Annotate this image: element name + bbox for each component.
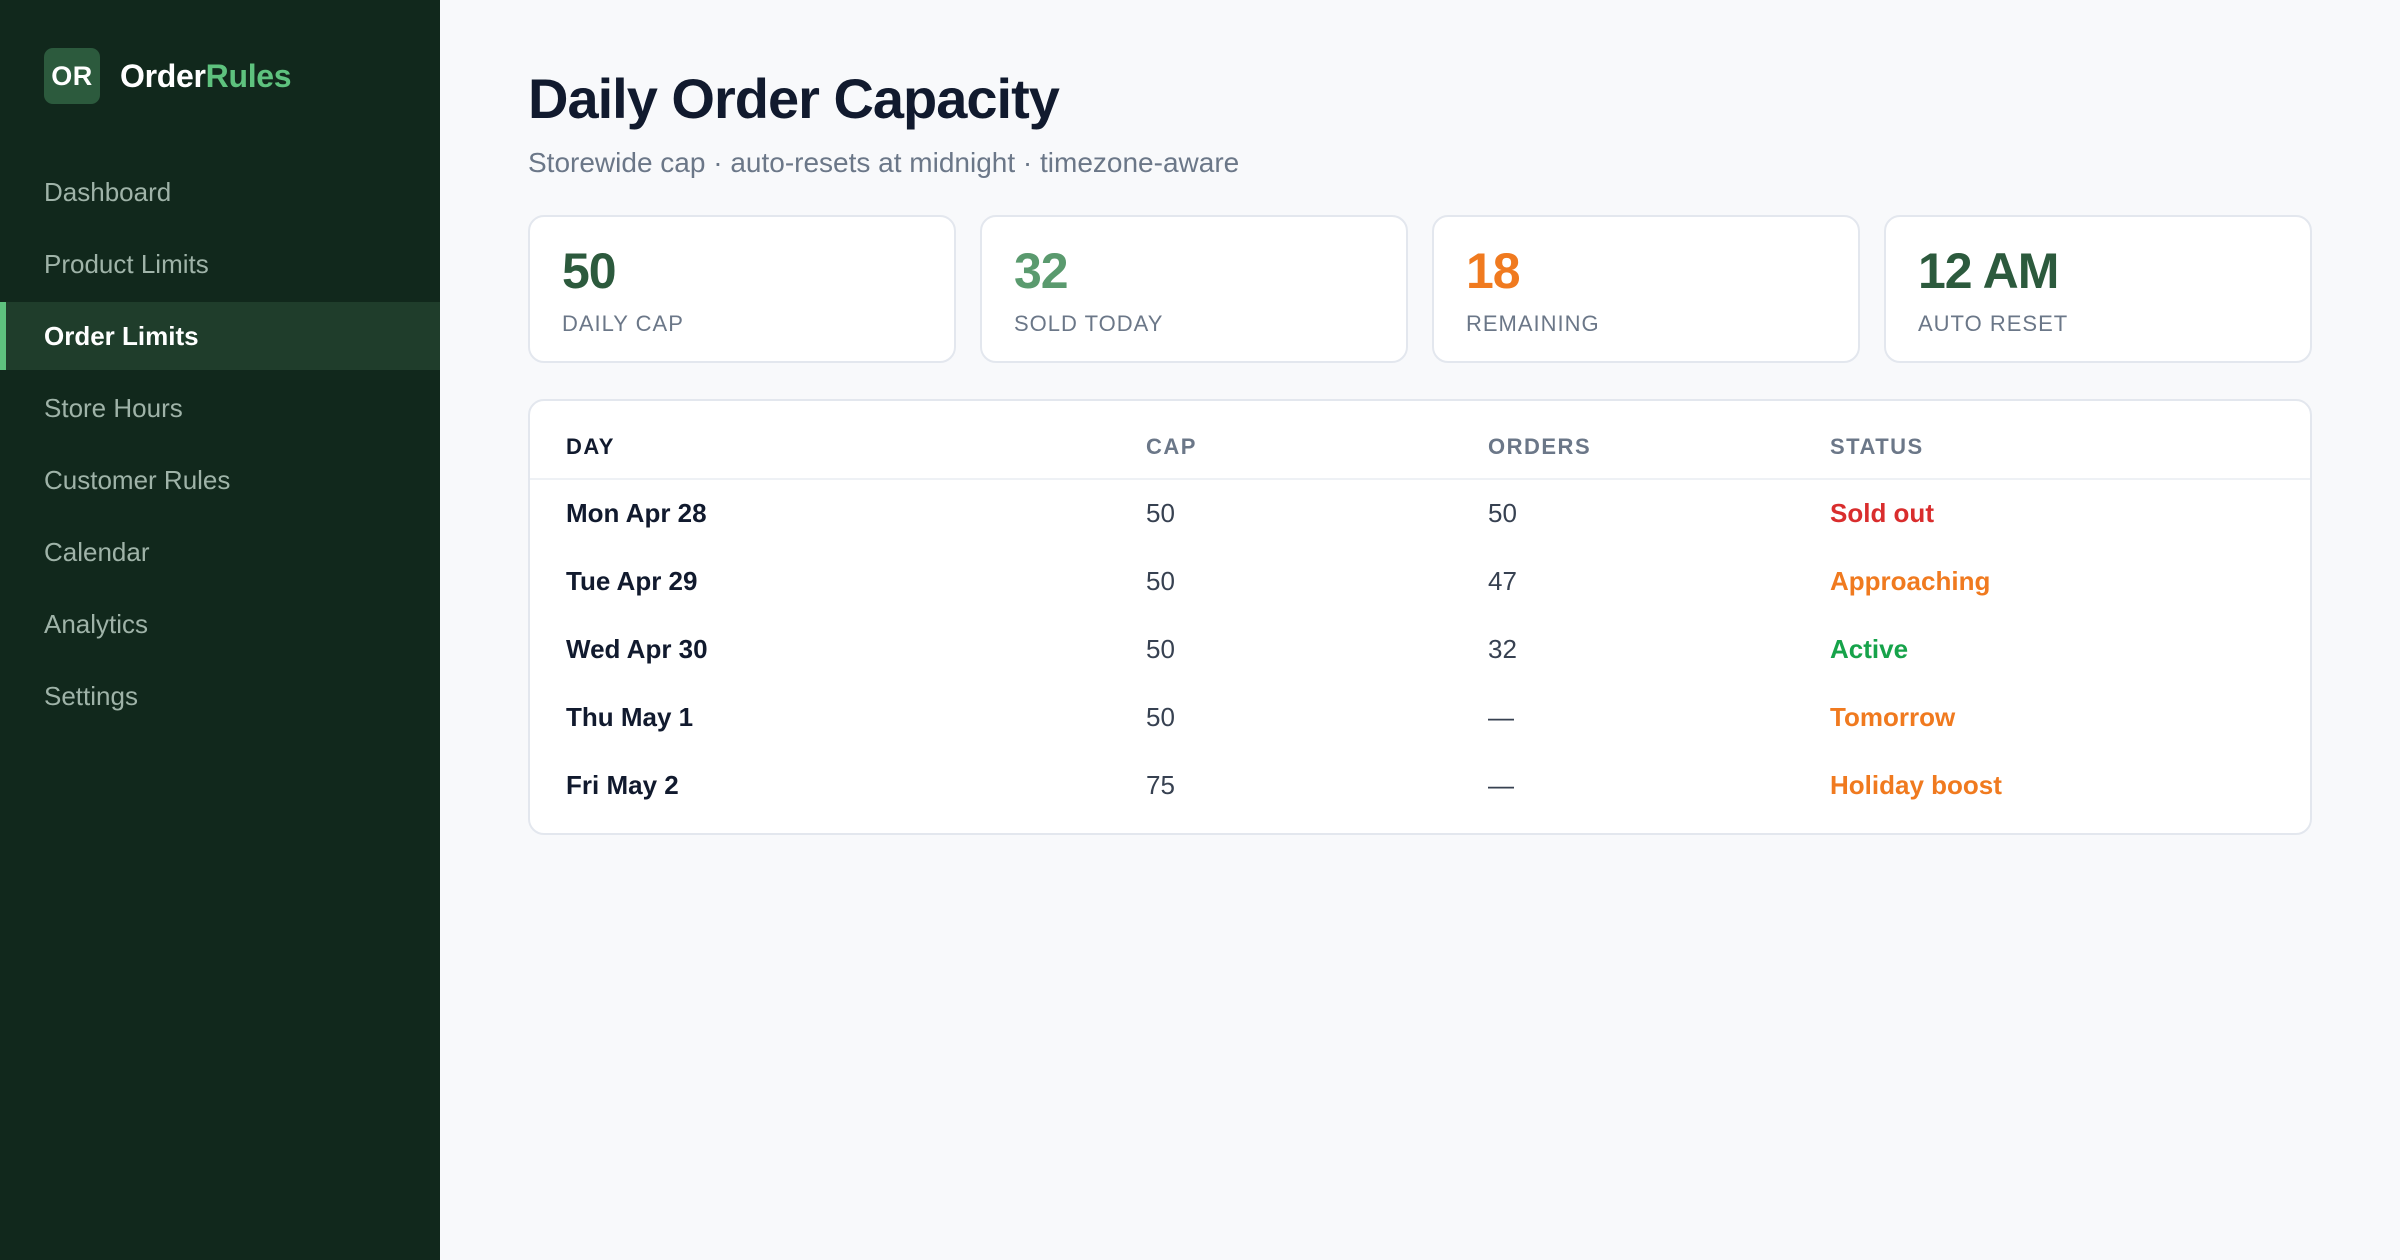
sidebar-nav: Dashboard Product Limits Order Limits St… [0, 158, 440, 734]
stat-label: SOLD TODAY [1014, 311, 1164, 336]
column-header-cap: CAP [1146, 401, 1488, 480]
cell-cap: 50 [1146, 498, 1175, 528]
page-subtitle: Storewide cap · auto-resets at midnight … [528, 147, 1240, 178]
table-row[interactable]: Tue Apr 29 50 47 Approaching [530, 547, 2310, 615]
stat-value: 12 AM [1918, 243, 2059, 299]
table-header-row: DAY CAP ORDERS STATUS [530, 401, 2310, 480]
page-title: Daily Order Capacity [528, 67, 1060, 130]
table-row[interactable]: Thu May 1 50 — Tomorrow [530, 683, 2310, 751]
cell-orders: 32 [1488, 633, 1517, 664]
status-badge: Active [1830, 633, 1909, 664]
table-row[interactable]: Wed Apr 30 50 32 Active [530, 615, 2310, 683]
column-header-day: DAY [530, 401, 1146, 480]
status-badge: Sold out [1830, 498, 1934, 528]
stats-row: 50 DAILY CAP 32 SOLD TODAY 18 REMAINING … [528, 215, 2312, 363]
cell-cap: 50 [1146, 701, 1175, 732]
sidebar-item-analytics[interactable]: Analytics [44, 608, 149, 639]
sidebar-item-order-limits[interactable]: Order Limits [0, 302, 440, 370]
table-row[interactable]: Fri May 2 75 — Holiday boost [530, 751, 2310, 819]
brand[interactable]: OR OrderRules [44, 48, 292, 104]
cell-orders: — [1488, 701, 1514, 732]
status-badge: Holiday boost [1830, 769, 2002, 800]
stat-card-daily-cap: 50 DAILY CAP [528, 215, 956, 363]
cell-orders: — [1488, 769, 1514, 800]
sidebar-item-calendar[interactable]: Calendar [44, 536, 150, 567]
cell-day: Fri May 2 [566, 769, 679, 800]
stat-value: 18 [1466, 243, 1521, 299]
stat-value: 50 [562, 243, 617, 299]
cell-day: Wed Apr 30 [566, 633, 708, 664]
app-name: OrderRules [120, 57, 292, 95]
status-badge: Approaching [1830, 565, 1991, 596]
cell-cap: 50 [1146, 565, 1175, 596]
logo-icon: OR [44, 48, 100, 104]
capacity-table: DAY CAP ORDERS STATUS Mon Apr 28 50 50 S… [530, 401, 2310, 819]
cell-day: Tue Apr 29 [566, 565, 698, 596]
sidebar-item-dashboard[interactable]: Dashboard [44, 176, 172, 207]
main-content: Daily Order Capacity Storewide cap · aut… [440, 0, 2400, 1260]
table-row[interactable]: Mon Apr 28 50 50 Sold out [530, 479, 2310, 547]
sidebar-item-settings[interactable]: Settings [44, 680, 138, 711]
column-header-orders: ORDERS [1488, 401, 1830, 480]
stat-card-sold-today: 32 SOLD TODAY [980, 215, 1408, 363]
cell-orders: 47 [1488, 565, 1517, 596]
capacity-table-card: DAY CAP ORDERS STATUS Mon Apr 28 50 50 S… [528, 399, 2312, 835]
column-header-status: STATUS [1830, 401, 2310, 480]
cell-day: Mon Apr 28 [566, 498, 707, 528]
cell-orders: 50 [1488, 498, 1517, 528]
stat-card-remaining: 18 REMAINING [1432, 215, 1860, 363]
cell-cap: 50 [1146, 633, 1175, 664]
app-name-primary: Order [120, 57, 206, 94]
stat-label: REMAINING [1466, 311, 1600, 336]
stat-value: 32 [1014, 243, 1069, 299]
sidebar-item-store-hours[interactable]: Store Hours [44, 392, 183, 423]
cell-day: Thu May 1 [566, 701, 694, 732]
sidebar-item-customer-rules[interactable]: Customer Rules [44, 464, 231, 495]
app-name-accent: Rules [205, 57, 292, 94]
stat-label: AUTO RESET [1918, 311, 2069, 336]
stat-label: DAILY CAP [562, 311, 684, 336]
sidebar-item-product-limits[interactable]: Product Limits [44, 248, 209, 279]
sidebar: OR OrderRules Dashboard Product Limits O… [0, 0, 440, 1260]
status-badge: Tomorrow [1830, 701, 1956, 732]
stat-card-auto-reset: 12 AM AUTO RESET [1884, 215, 2312, 363]
cell-cap: 75 [1146, 769, 1175, 800]
